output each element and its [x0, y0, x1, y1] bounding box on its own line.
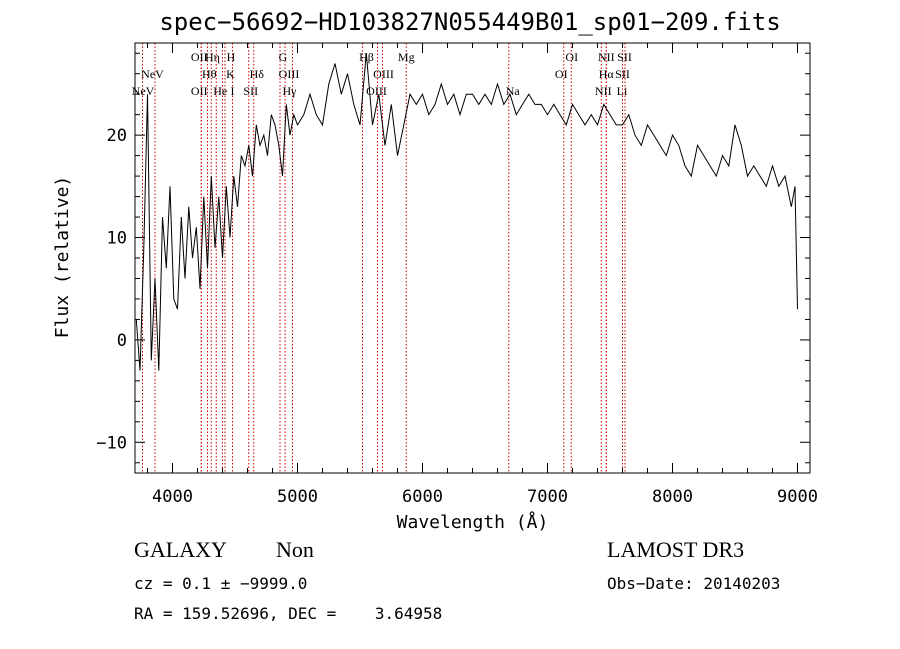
line-label: SII — [617, 50, 632, 64]
line-label: K — [226, 67, 235, 81]
line-label: OIII — [373, 67, 394, 81]
line-label: H — [227, 50, 236, 64]
line-label: OII — [191, 50, 208, 64]
line-label: Na — [506, 84, 521, 98]
survey-name: LAMOST DR3 — [607, 537, 745, 562]
line-label: NeV — [141, 67, 164, 81]
chart-title: spec−56692−HD103827N055449B01_sp01−209.f… — [159, 8, 781, 36]
line-label: OIII — [366, 84, 387, 98]
line-label: OI — [565, 50, 578, 64]
y-tick-label: 10 — [107, 229, 127, 249]
line-label: G — [279, 50, 288, 64]
x-tick-label: 5000 — [277, 487, 318, 507]
line-label: OI — [555, 67, 568, 81]
line-label: Hγ — [283, 84, 298, 98]
y-tick-label: −10 — [96, 433, 127, 453]
line-label: Li — [617, 84, 628, 98]
line-label: He — [213, 84, 227, 98]
line-label: SII — [615, 67, 630, 81]
x-tick-label: 7000 — [527, 487, 568, 507]
plot-frame — [134, 42, 811, 474]
spectrum-line — [135, 53, 798, 371]
x-tick-label: 4000 — [152, 487, 193, 507]
ra-dec-readout: RA = 159.52696, DEC = 3.64958 — [134, 604, 443, 623]
line-label: OII — [191, 84, 208, 98]
line-label: OIII — [279, 67, 300, 81]
line-label: Hβ — [359, 50, 374, 64]
redshift-readout: cz = 0.1 ± −9999.0 — [134, 574, 308, 593]
line-label: SII — [243, 84, 258, 98]
y-tick-label: 0 — [117, 331, 127, 351]
line-label: Hη — [205, 50, 220, 64]
y-tick-label: 20 — [107, 126, 127, 146]
x-tick-label: 6000 — [402, 487, 443, 507]
x-tick-label: 8000 — [652, 487, 693, 507]
line-label: Hδ — [250, 67, 265, 81]
object-class: GALAXY — [134, 537, 227, 562]
line-label: Mg — [398, 50, 415, 64]
line-label: NII — [598, 50, 615, 64]
obs-date: Obs−Date: 20140203 — [607, 574, 781, 593]
line-label: I — [231, 84, 235, 98]
line-label: NII — [595, 84, 612, 98]
x-axis-label: Wavelength (Å) — [397, 511, 549, 533]
line-label: Hα — [599, 67, 615, 81]
spectrum-chart: NeVNeVOIIOIIHηHθHeHKIHδSIIGOIIIHγHβOIIIO… — [52, 42, 818, 533]
x-tick-label: 9000 — [777, 487, 818, 507]
y-axis-label: Flux (relative) — [52, 176, 73, 339]
object-subclass: Non — [276, 537, 314, 562]
line-label: Hθ — [202, 67, 217, 81]
